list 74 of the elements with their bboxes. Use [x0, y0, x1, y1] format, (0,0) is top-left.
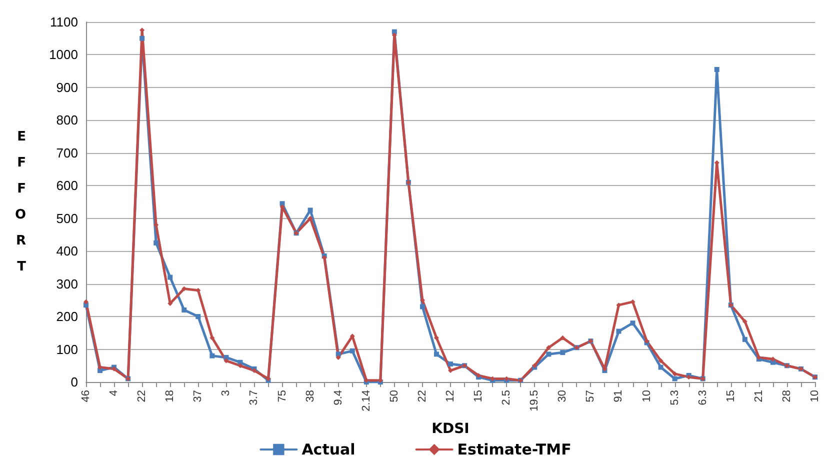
x-tick-label: 37: [192, 390, 204, 402]
point: [672, 376, 678, 382]
x-tick-label: 2.14: [360, 390, 372, 412]
point: [742, 336, 748, 342]
x-tick-label: 3: [220, 390, 232, 396]
point: [448, 362, 453, 366]
point: [560, 350, 566, 356]
legend-label: Actual: [302, 440, 356, 458]
x-tick-label: 28: [780, 390, 793, 402]
point: [616, 328, 622, 334]
x-tick-label: 2.5: [500, 390, 513, 406]
point: [238, 363, 243, 368]
point: [182, 308, 187, 312]
y-tick-label: 400: [56, 244, 78, 259]
point: [546, 345, 552, 350]
point: [714, 66, 720, 72]
point: [742, 318, 748, 324]
x-tick-label: 57: [584, 390, 597, 402]
point: [224, 358, 229, 364]
y-tick-label: 200: [56, 309, 78, 324]
y-tick-label: 0: [70, 374, 78, 390]
x-tick-label: 12: [444, 390, 456, 402]
x-tick-label: 9.4: [332, 390, 344, 406]
y-tick-label: 1100: [50, 14, 78, 30]
x-tick-label: 10: [809, 390, 821, 402]
point: [84, 299, 88, 304]
point: [448, 368, 453, 374]
point: [140, 36, 145, 41]
point: [658, 358, 664, 364]
point: [434, 352, 439, 357]
x-tick-label: 46: [80, 390, 92, 402]
y-tick-label: 800: [56, 112, 78, 128]
point: [196, 314, 201, 320]
x-tick-label: 50: [388, 390, 400, 402]
x-tick-label: 15: [472, 390, 485, 402]
point: [336, 354, 341, 360]
point: [308, 208, 313, 213]
point: [210, 335, 215, 340]
x-tick-label: 91: [612, 390, 625, 402]
x-axis-title: KDSI: [432, 421, 470, 437]
point: [658, 364, 664, 370]
x-tick-label: 38: [304, 390, 316, 402]
point: [280, 201, 285, 206]
x-tick-label: 3.7: [248, 390, 260, 406]
y-tick-label: 500: [56, 210, 78, 226]
x-tick-label: 30: [556, 390, 569, 402]
point: [210, 353, 215, 358]
y-tick-label: 100: [56, 342, 78, 357]
y-axis-title: EFFORT: [14, 130, 26, 274]
point: [336, 352, 341, 357]
point: [560, 335, 566, 340]
y-tick-label: 300: [56, 276, 78, 292]
x-tick-label: 21: [752, 390, 765, 402]
x-tick-label: 15: [724, 390, 737, 402]
x-tick-label: 6.3: [696, 390, 709, 406]
x-tick-label: 22: [136, 390, 148, 402]
y-tick-label: 1000: [49, 47, 78, 62]
point: [154, 240, 159, 246]
point: [350, 348, 355, 354]
point: [168, 274, 173, 280]
point: [420, 304, 425, 310]
x-tick-label: 19.5: [528, 390, 541, 412]
x-tick-label: 4: [108, 390, 120, 396]
point: [546, 352, 552, 357]
y-tick-label: 700: [56, 145, 78, 160]
x-tick-label: 18: [164, 390, 176, 402]
legend-label: Estimate-TMF: [457, 440, 572, 458]
x-tick-label: 22: [416, 390, 428, 402]
y-tick-label: 600: [56, 178, 78, 194]
y-tick-label: 900: [56, 80, 78, 95]
x-tick-label: 5.3: [668, 390, 681, 406]
x-tick-label: 75: [276, 390, 288, 402]
x-tick-label: 10: [640, 390, 653, 402]
point: [630, 320, 636, 326]
